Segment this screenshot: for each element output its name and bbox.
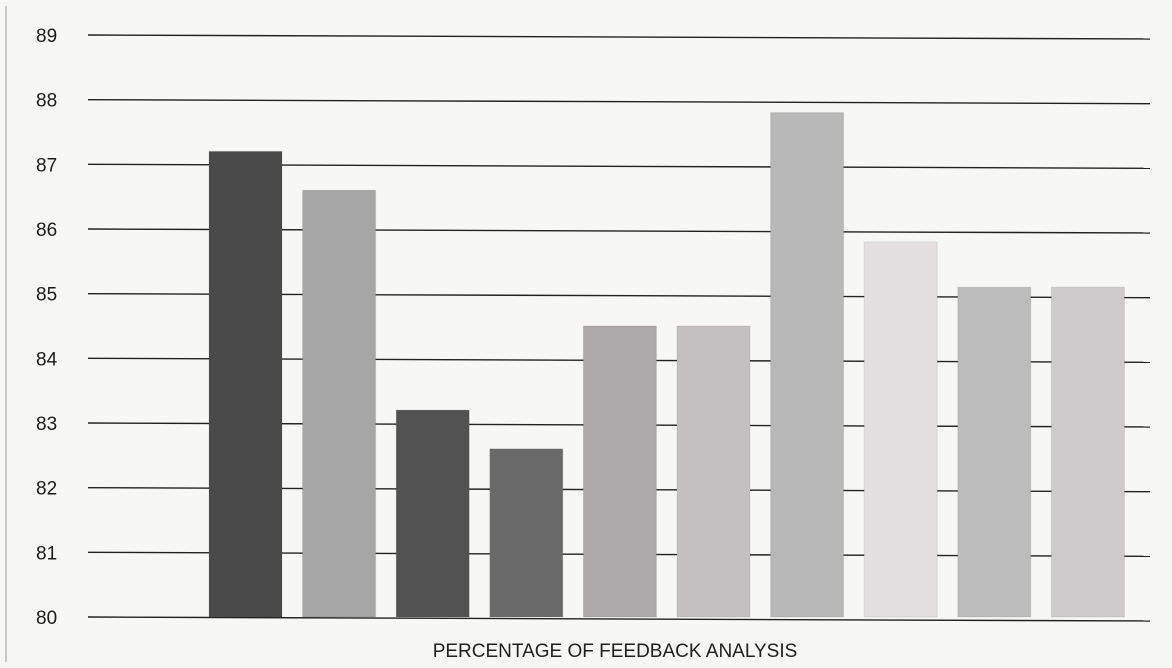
x-axis-label: PERCENTAGE OF FEEDBACK ANALYSIS bbox=[433, 641, 798, 662]
y-tick-label: 89 bbox=[36, 26, 57, 47]
gridline bbox=[87, 98, 1151, 105]
bar bbox=[489, 448, 564, 618]
y-tick-label: 85 bbox=[36, 285, 57, 306]
y-tick-label: 80 bbox=[36, 608, 57, 629]
y-tick-label: 88 bbox=[36, 91, 57, 112]
y-axis-tick-labels: 80 81 82 83 84 85 86 87 88 89 bbox=[36, 26, 58, 629]
bar bbox=[957, 286, 1032, 618]
gridline bbox=[87, 34, 1151, 40]
bar bbox=[302, 189, 377, 618]
y-tick-label: 86 bbox=[36, 220, 57, 241]
bar bbox=[1050, 286, 1125, 618]
y-tick-label: 84 bbox=[36, 349, 58, 370]
gridline bbox=[87, 616, 1151, 622]
y-tick-label: 82 bbox=[36, 479, 57, 500]
y-tick-label: 81 bbox=[36, 543, 57, 564]
y-tick-label: 83 bbox=[36, 414, 57, 435]
bar bbox=[208, 150, 283, 618]
bars bbox=[208, 112, 1125, 618]
y-tick-label: 87 bbox=[36, 155, 57, 176]
bar bbox=[676, 325, 751, 618]
bar bbox=[770, 112, 845, 618]
bar bbox=[863, 241, 938, 618]
bar bbox=[582, 325, 657, 618]
bar bbox=[395, 409, 470, 618]
